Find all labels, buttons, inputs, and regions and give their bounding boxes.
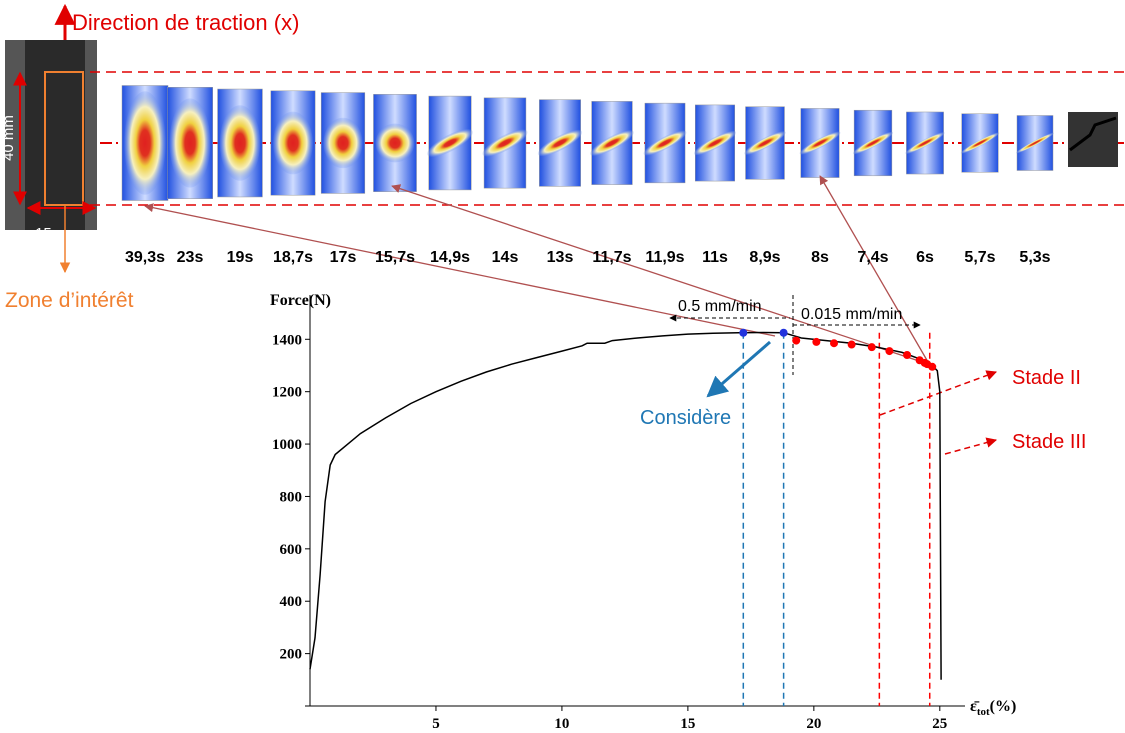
x-label-symbol: ε̄: [970, 698, 980, 715]
force-curve: [309, 331, 942, 680]
data-point: [792, 336, 801, 345]
y-tick-label: 600: [280, 542, 303, 558]
x-tick-label: 5: [432, 716, 440, 732]
link-arrow: [391, 184, 923, 363]
frame-time: 13s: [547, 249, 574, 266]
frame-time: 8,9s: [749, 249, 780, 266]
frame-time: 7,4s: [857, 249, 888, 266]
x-label-subscript: tot: [977, 706, 990, 718]
strain-spot: [323, 117, 363, 169]
strain-spot: [219, 105, 261, 181]
y-tick-label: 1200: [272, 385, 302, 401]
strain-band: [482, 129, 528, 157]
frame-time: 11s: [702, 249, 728, 266]
data-point: [779, 328, 788, 337]
frame-time: 23s: [177, 249, 204, 266]
strain-spot: [375, 123, 415, 163]
zone-label: Zone d’intérêt: [5, 289, 134, 312]
stage-arrow: [944, 437, 998, 455]
considere-arrow: [706, 340, 771, 398]
frame-time: 8s: [811, 249, 829, 266]
x-label-unit: (%): [990, 698, 1017, 715]
x-axis-label: ε̄tot(%): [970, 698, 1016, 718]
stage-label: Stade III: [1012, 431, 1087, 453]
link-arrow: [819, 175, 929, 363]
frame-time: 18,7s: [273, 249, 313, 266]
strain-band: [590, 130, 634, 156]
data-point: [928, 362, 937, 371]
data-point: [903, 351, 912, 360]
stage-label: Stade II: [1012, 367, 1081, 389]
y-tick-label: 200: [280, 647, 303, 663]
y-tick-label: 1400: [272, 332, 302, 348]
crack: [1069, 116, 1117, 152]
frame-time: 14s: [492, 249, 519, 266]
frame-time: 17s: [330, 249, 357, 266]
frame-time: 14,9s: [430, 249, 470, 266]
data-point: [847, 340, 856, 349]
strain-band: [693, 130, 737, 156]
strain-band: [905, 132, 945, 154]
y-tick-label: 400: [280, 594, 303, 610]
data-point: [830, 339, 838, 348]
strain-band: [537, 129, 583, 157]
strain-band: [744, 131, 786, 155]
frame-time: 19s: [227, 249, 254, 266]
speed-label: 0.5 mm/min: [678, 298, 762, 315]
strain-band: [1015, 132, 1055, 154]
frame-time: 5,3s: [1019, 249, 1050, 266]
strain-band: [643, 130, 687, 156]
strain-spot: [169, 98, 211, 188]
strain-band: [427, 129, 473, 157]
strain-band: [799, 131, 841, 155]
data-point: [867, 343, 876, 352]
strain-spot: [124, 91, 166, 195]
speed-label: 0.015 mm/min: [801, 306, 902, 323]
frame-time: 11,9s: [645, 249, 684, 266]
frame-time: 11,7s: [592, 249, 631, 266]
frame-time: 5,7s: [964, 249, 995, 266]
x-tick-label: 15: [680, 716, 695, 732]
frame-time: 6s: [916, 249, 934, 266]
strain-band: [960, 132, 1000, 154]
considere-label: Considère: [640, 407, 731, 429]
y-tick-label: 800: [280, 489, 303, 505]
strain-spot: [273, 111, 313, 175]
x-tick-label: 10: [554, 716, 569, 732]
specimen-body: [25, 40, 85, 230]
data-point: [885, 347, 894, 356]
data-point: [739, 328, 748, 337]
x-tick-label: 20: [806, 716, 821, 732]
direction-label: Direction de traction (x): [72, 10, 299, 35]
frame-time: 39,3s: [125, 249, 165, 266]
link-arrow: [144, 203, 776, 337]
frame-time: 15,7s: [375, 249, 415, 266]
length-label: 40 mm: [0, 115, 17, 161]
stage-arrow: [879, 370, 997, 416]
x-tick-label: 25: [932, 716, 947, 732]
strain-band: [852, 131, 894, 155]
width-label: 15 mm: [35, 225, 81, 242]
y-axis-label: Force(N): [270, 292, 331, 309]
data-point: [812, 337, 821, 346]
y-tick-label: 1000: [272, 437, 302, 453]
